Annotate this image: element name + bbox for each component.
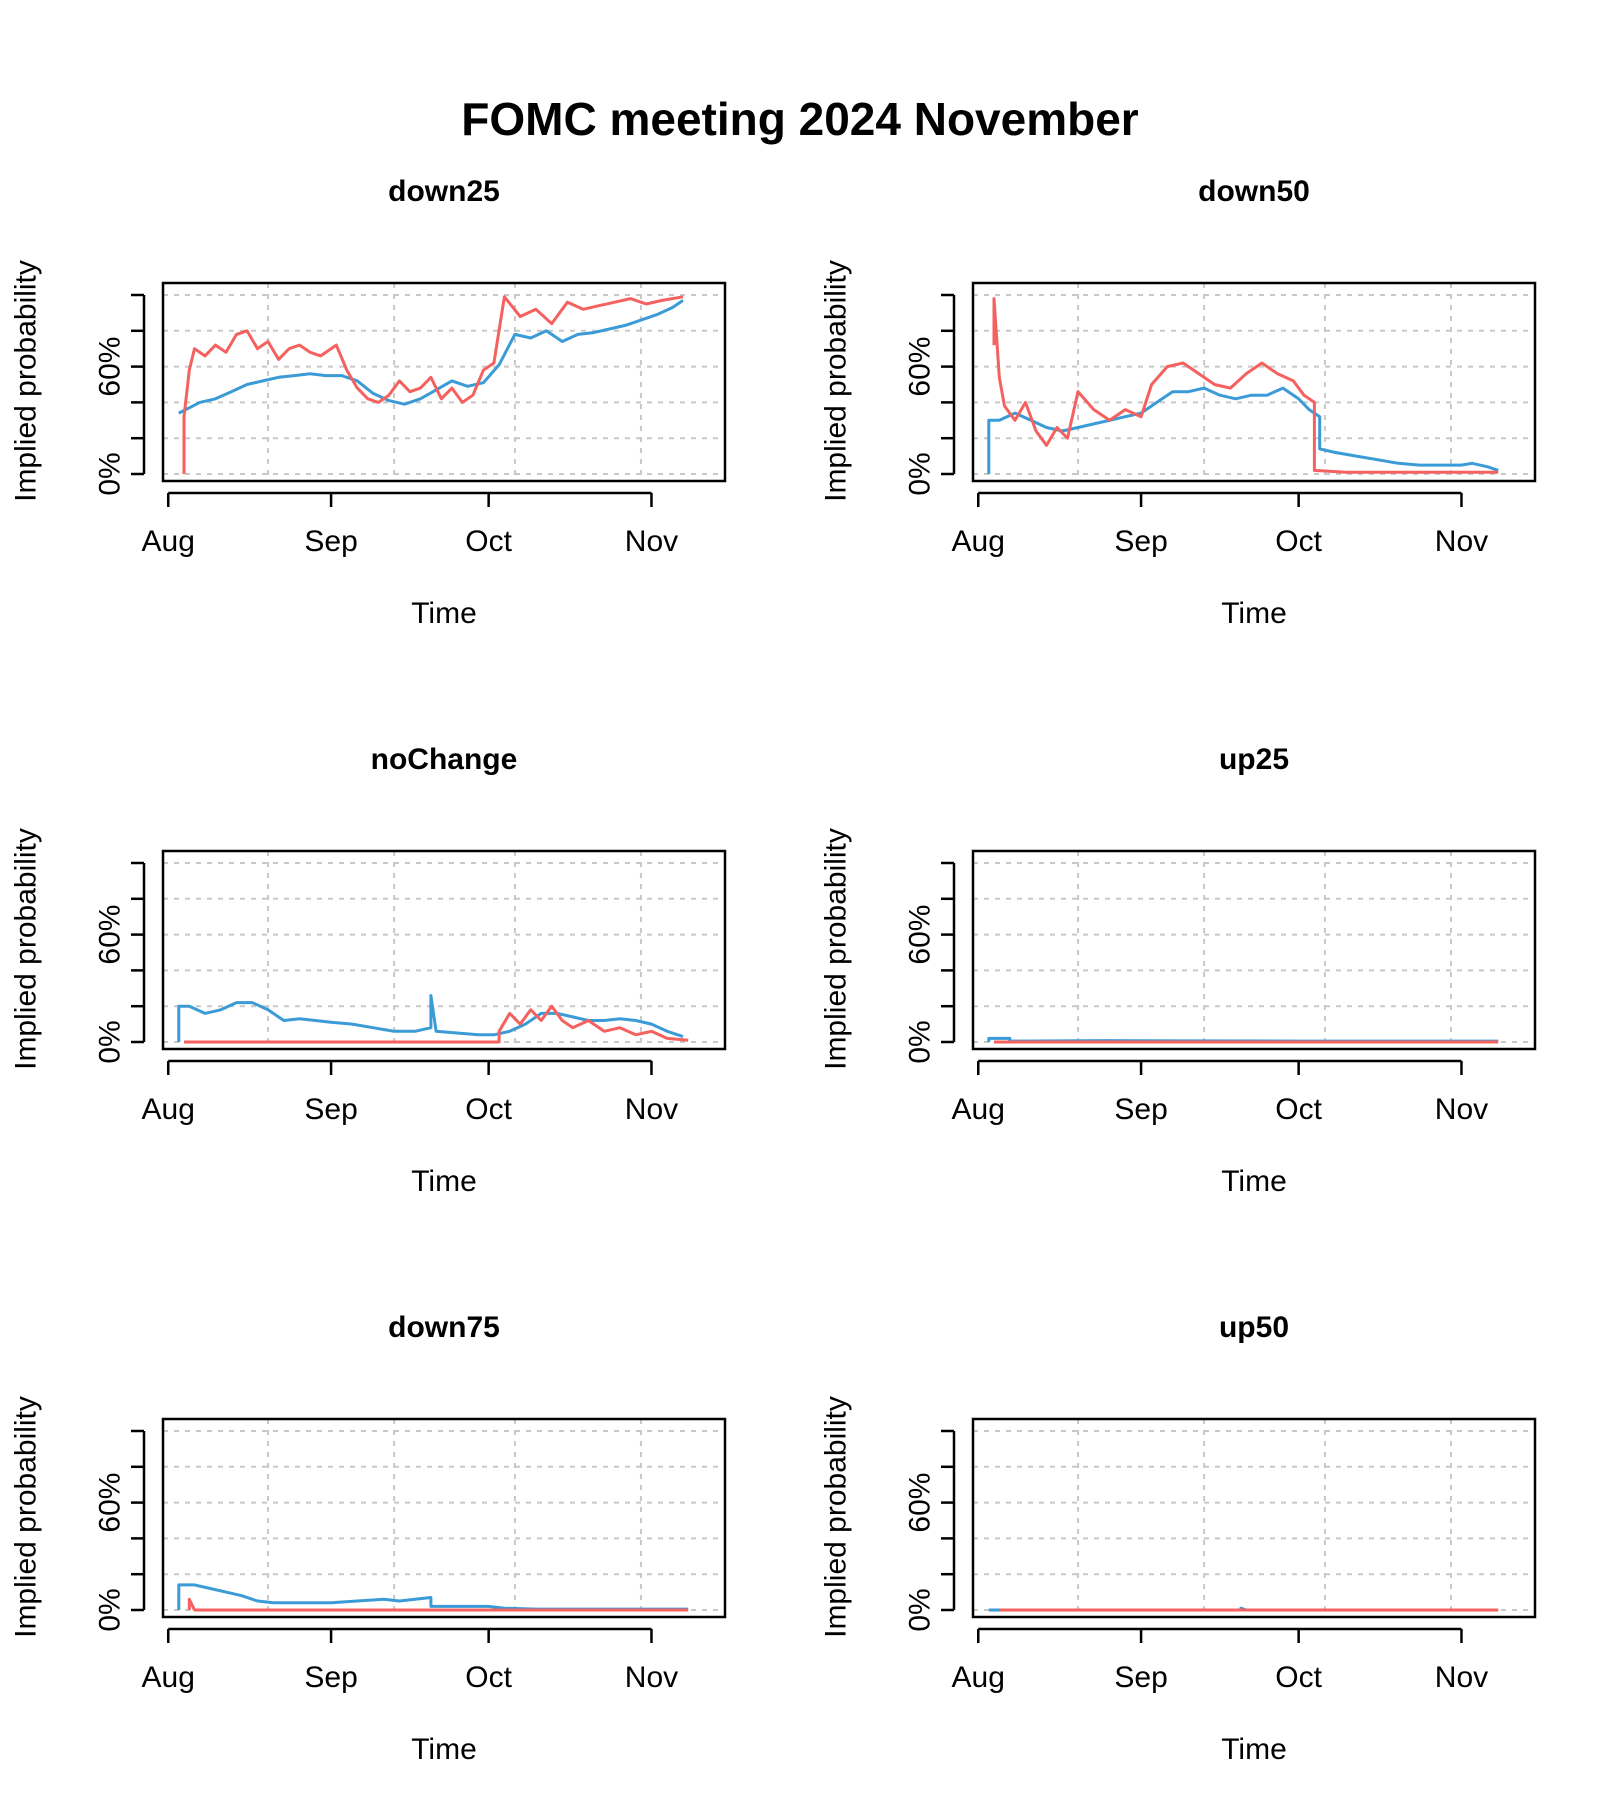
plot-frame (971, 1417, 1537, 1619)
series-line-red (184, 1004, 689, 1044)
x-tick-label: Sep (304, 525, 357, 558)
series-line-red (992, 297, 1499, 474)
x-tick-label: Oct (1275, 1093, 1322, 1126)
x-axis-label: Time (411, 1165, 477, 1198)
y-axis-label: Implied probability (820, 260, 853, 502)
y-tick-label: 60% (94, 905, 127, 965)
y-tick-label: 0% (904, 1588, 937, 1631)
x-tick-label: Aug (142, 1661, 195, 1694)
y-tick-label: 0% (94, 452, 127, 495)
panel-title: down50 (1198, 175, 1310, 208)
x-tick-label: Oct (1275, 1661, 1322, 1694)
panel-down25: 0% 60% Aug Sep Oct Nov down25 Time Implied proba… (10, 175, 727, 630)
plot-frame (161, 281, 727, 483)
y-tick-label: 0% (94, 1020, 127, 1063)
plot-frame (971, 281, 1537, 483)
y-tick-label: 0% (904, 452, 937, 495)
x-tick-label: Aug (142, 525, 195, 558)
x-tick-label: Oct (465, 525, 512, 558)
x-tick-label: Aug (142, 1093, 195, 1126)
panel-title: up25 (1219, 743, 1289, 776)
y-tick-label: 0% (94, 1588, 127, 1631)
x-axis-label: Time (411, 597, 477, 630)
x-tick-label: Nov (625, 1661, 678, 1694)
y-tick-label: 0% (904, 1020, 937, 1063)
panel-down50: 0% 60% Aug Sep Oct Nov down50 Time Implied proba… (820, 175, 1537, 630)
panel-up50: 0% 60% Aug Sep Oct Nov up50 Time Implied probabi… (820, 1311, 1537, 1766)
x-tick-label: Sep (1114, 525, 1167, 558)
y-tick-label: 60% (94, 1473, 127, 1533)
x-axis-label: Time (1221, 1165, 1287, 1198)
series-line-red (182, 295, 684, 474)
y-axis-label: Implied probability (820, 1396, 853, 1638)
x-tick-label: Sep (304, 1661, 357, 1694)
y-tick-label: 60% (904, 337, 937, 397)
y-axis-label: Implied probability (10, 828, 43, 1070)
figure-title: FOMC meeting 2024 November (461, 93, 1139, 145)
panel-noChange: 0% 60% Aug Sep Oct Nov noChange Time Implied pro… (10, 743, 727, 1198)
plot-frame (971, 849, 1537, 1051)
y-axis-label: Implied probability (10, 1396, 43, 1638)
series-line-blue (987, 386, 1499, 474)
x-tick-label: Nov (1435, 525, 1488, 558)
panel-title: up50 (1219, 1311, 1289, 1344)
x-tick-label: Nov (625, 1093, 678, 1126)
x-tick-label: Nov (1435, 1661, 1488, 1694)
x-tick-label: Aug (952, 1661, 1005, 1694)
y-tick-label: 60% (904, 1473, 937, 1533)
x-axis-label: Time (411, 1733, 477, 1766)
x-tick-label: Sep (1114, 1661, 1167, 1694)
series-line-blue (177, 1583, 689, 1611)
series-line-blue (178, 299, 684, 415)
panel-title: noChange (371, 743, 518, 776)
x-tick-label: Aug (952, 1093, 1005, 1126)
series-line-blue (177, 994, 684, 1042)
x-tick-label: Oct (465, 1093, 512, 1126)
series-line-red (187, 1597, 689, 1612)
plot-frame (161, 1417, 727, 1619)
panel-title: down25 (388, 175, 500, 208)
y-axis-label: Implied probability (820, 828, 853, 1070)
x-axis-label: Time (1221, 1733, 1287, 1766)
y-tick-label: 60% (904, 905, 937, 965)
panel-up25: 0% 60% Aug Sep Oct Nov up25 Time Implied probabi… (820, 743, 1537, 1198)
plot-frame (161, 849, 727, 1051)
x-tick-label: Nov (1435, 1093, 1488, 1126)
panel-title: down75 (388, 1311, 500, 1344)
x-tick-label: Oct (465, 1661, 512, 1694)
x-tick-label: Nov (625, 525, 678, 558)
panel-down75: 0% 60% Aug Sep Oct Nov down75 Time Implied proba… (10, 1311, 727, 1766)
y-axis-label: Implied probability (10, 260, 43, 502)
x-tick-label: Oct (1275, 525, 1322, 558)
y-tick-label: 60% (94, 337, 127, 397)
x-axis-label: Time (1221, 597, 1287, 630)
x-tick-label: Sep (304, 1093, 357, 1126)
x-tick-label: Aug (952, 525, 1005, 558)
x-tick-label: Sep (1114, 1093, 1167, 1126)
